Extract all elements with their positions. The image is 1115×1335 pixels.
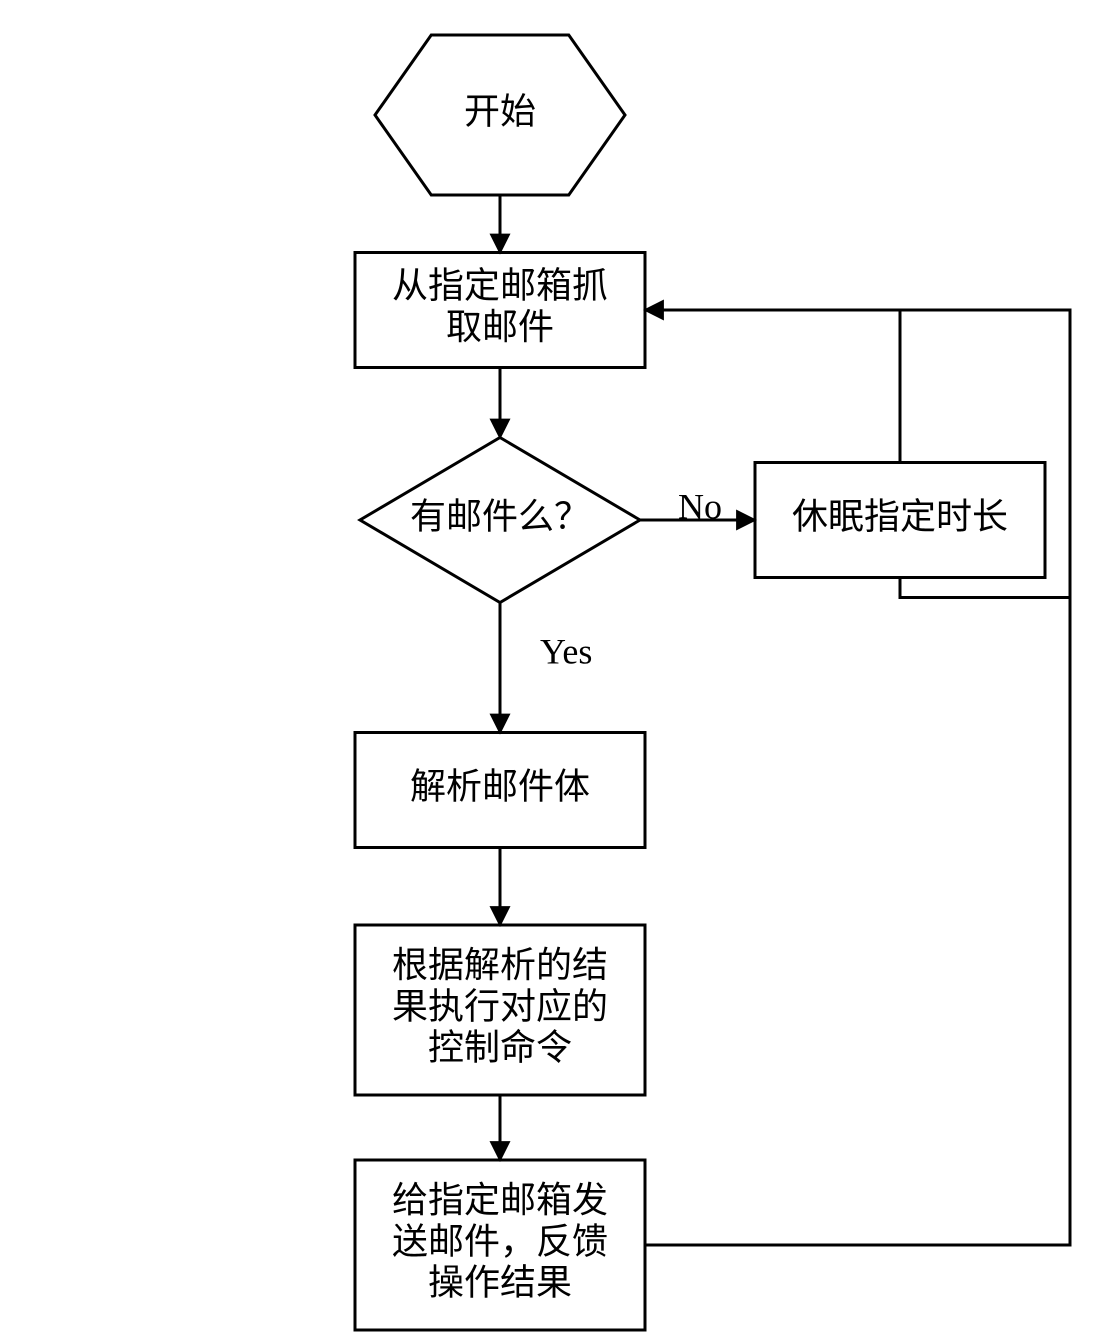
svg-text:控制命令: 控制命令: [428, 1028, 572, 1068]
svg-text:给指定邮箱发: 给指定邮箱发: [392, 1180, 608, 1220]
svg-text:操作结果: 操作结果: [428, 1263, 572, 1303]
svg-text:取邮件: 取邮件: [446, 307, 554, 347]
svg-text:开始: 开始: [464, 91, 536, 131]
svg-text:解析邮件体: 解析邮件体: [410, 766, 590, 806]
edge: [645, 310, 900, 463]
svg-text:有邮件么？: 有邮件么？: [410, 496, 590, 536]
flowchart-canvas: 开始从指定邮箱抓取邮件解析邮件体根据解析的结果执行对应的控制命令给指定邮箱发送邮…: [0, 0, 1115, 1335]
svg-text:果执行对应的: 果执行对应的: [392, 986, 608, 1026]
svg-text:送邮件，反馈: 送邮件，反馈: [392, 1221, 608, 1261]
edge: [645, 578, 1070, 1246]
svg-text:Yes: Yes: [540, 631, 592, 671]
edge: [645, 310, 1070, 1245]
svg-text:休眠指定时长: 休眠指定时长: [792, 496, 1008, 536]
svg-text:从指定邮箱抓: 从指定邮箱抓: [392, 266, 608, 306]
svg-text:根据解析的结: 根据解析的结: [392, 945, 608, 985]
svg-text:No: No: [678, 486, 722, 526]
